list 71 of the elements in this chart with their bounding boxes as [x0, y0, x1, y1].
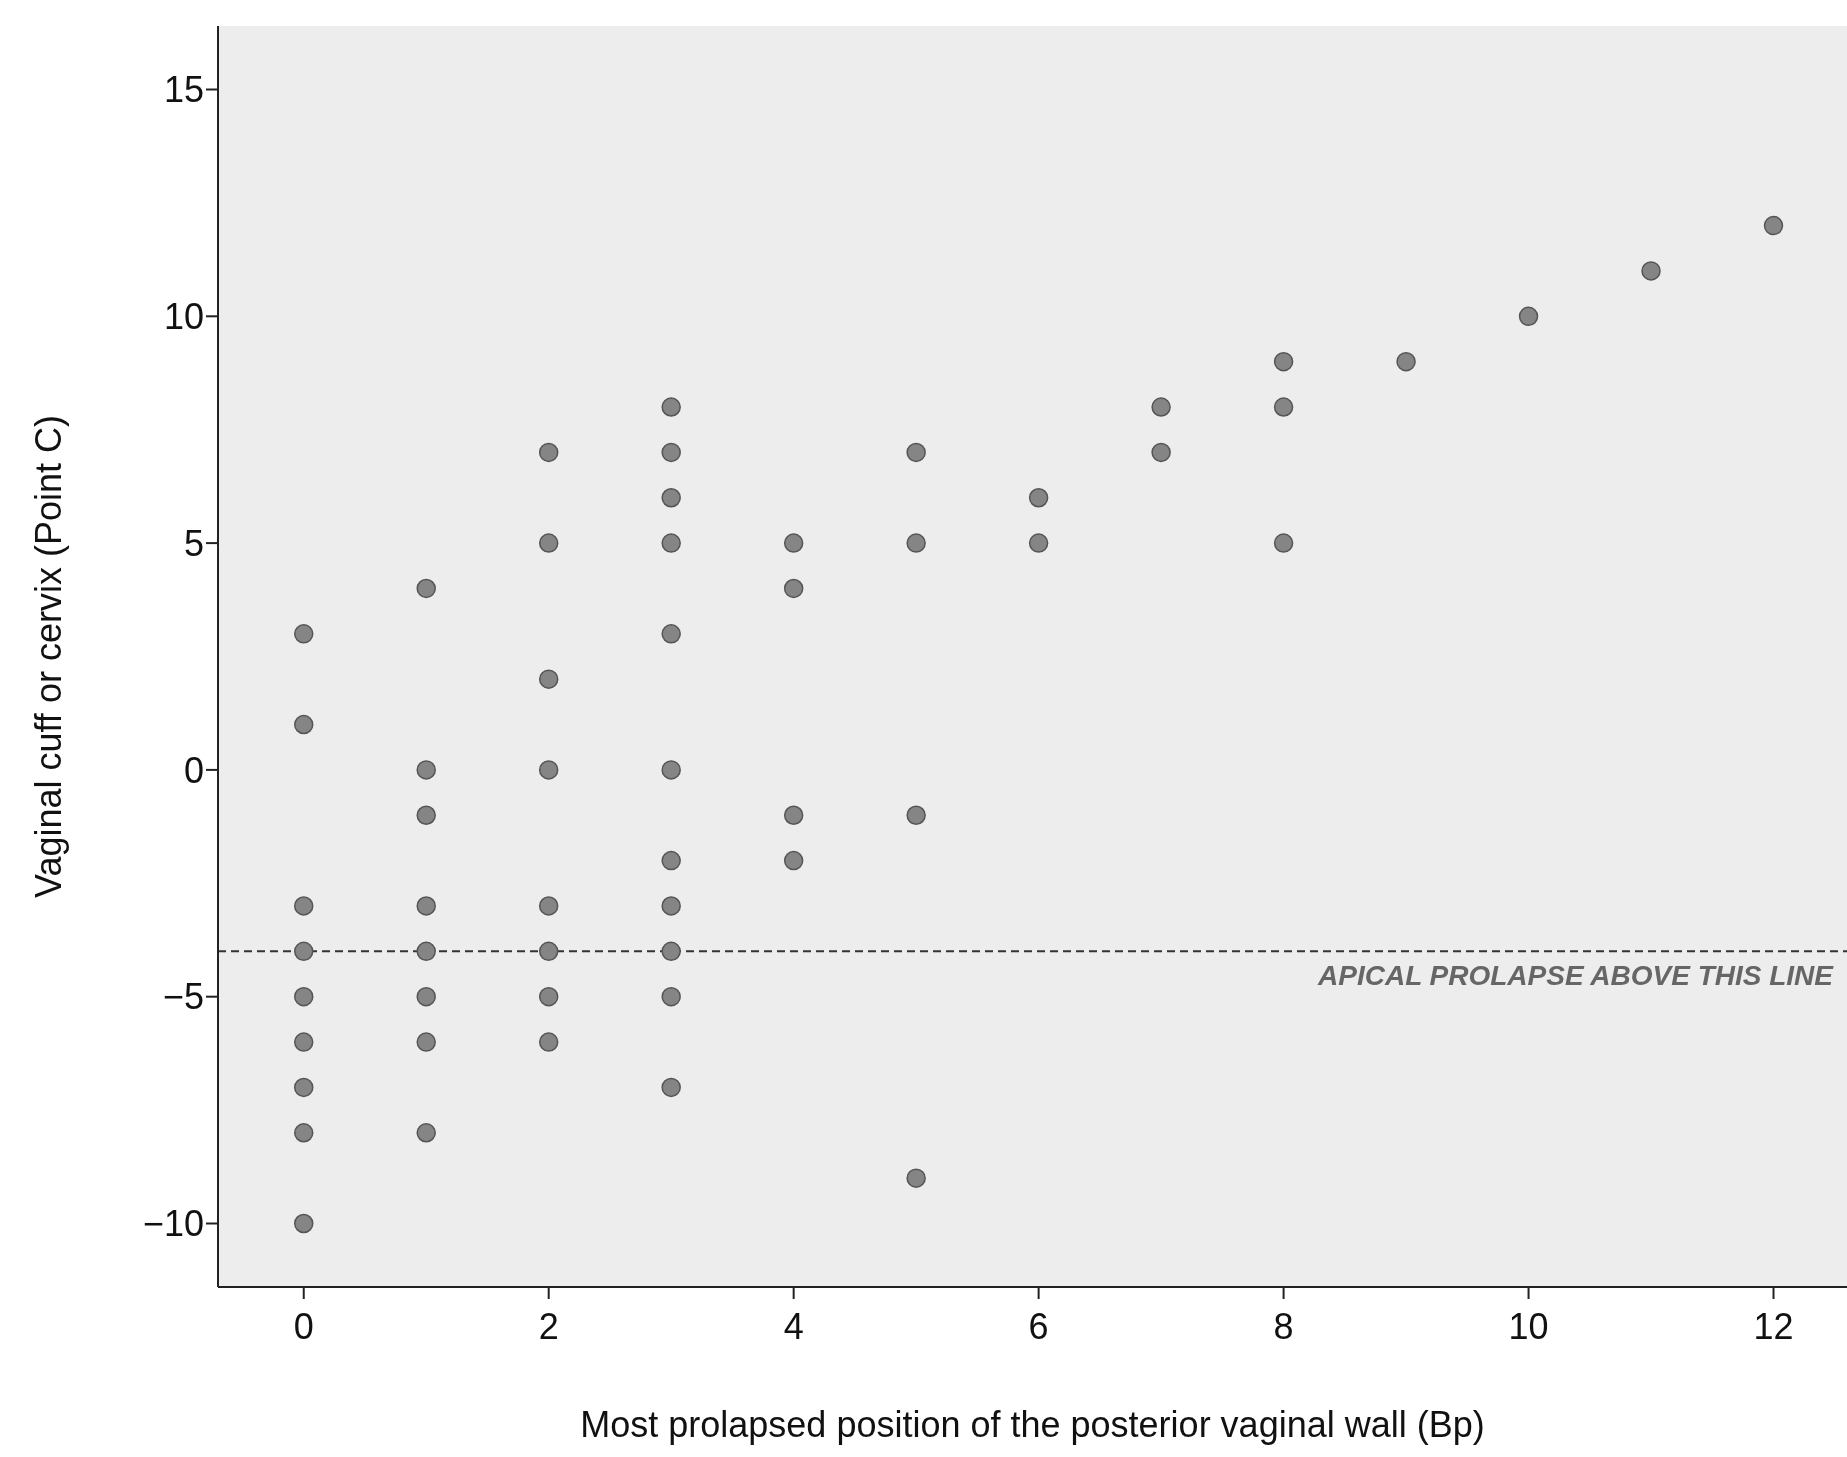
point — [538, 1032, 559, 1052]
point — [661, 941, 681, 962]
point — [416, 578, 436, 599]
point — [661, 397, 681, 417]
point — [293, 1123, 314, 1143]
point — [416, 941, 436, 962]
point — [293, 941, 314, 962]
point — [293, 624, 314, 644]
y-tick-label: −5 — [162, 976, 204, 1018]
point — [538, 986, 559, 1007]
point — [1641, 261, 1661, 281]
point — [416, 760, 436, 780]
point — [293, 986, 314, 1007]
point — [293, 1077, 314, 1098]
point — [906, 442, 926, 463]
point — [1763, 215, 1784, 236]
point — [661, 760, 681, 780]
point — [661, 986, 681, 1007]
point — [416, 1032, 436, 1052]
x-tick-label: 8 — [1273, 1305, 1294, 1347]
point — [1028, 487, 1049, 508]
y-tick-label: −10 — [142, 1203, 204, 1245]
point — [293, 1213, 314, 1234]
x-tick-label: 0 — [293, 1305, 314, 1347]
point — [906, 805, 926, 826]
point — [293, 714, 314, 735]
point — [661, 533, 681, 553]
y-tick-label: 15 — [163, 69, 204, 111]
point — [1273, 533, 1294, 553]
point — [1273, 351, 1294, 372]
point — [538, 896, 559, 916]
x-axis-title: Most prolapsed position of the posterior vaginal wall (Bp) — [580, 1404, 1485, 1445]
point — [661, 896, 681, 916]
x-tick-label: 12 — [1753, 1305, 1794, 1347]
point — [661, 487, 681, 508]
point — [538, 442, 559, 463]
point — [783, 850, 804, 871]
point — [661, 850, 681, 871]
point — [1396, 351, 1416, 372]
ref-line-label: APICAL PROLAPSE ABOVE THIS LINE — [1317, 960, 1835, 992]
y-tick-label: 0 — [183, 749, 204, 791]
point — [906, 1168, 926, 1188]
point — [661, 442, 681, 463]
point — [293, 896, 314, 916]
point — [416, 986, 436, 1007]
point — [538, 669, 559, 689]
point — [416, 896, 436, 916]
point — [661, 624, 681, 644]
point — [783, 578, 804, 599]
point — [1273, 397, 1294, 417]
point — [1028, 533, 1049, 553]
point — [1151, 442, 1171, 463]
point — [293, 1032, 314, 1052]
point — [661, 1077, 681, 1098]
point — [783, 805, 804, 826]
point — [416, 805, 436, 826]
y-tick-label: 10 — [163, 296, 204, 338]
y-tick-label: 5 — [183, 522, 204, 564]
point — [1151, 397, 1171, 417]
point — [416, 1123, 436, 1143]
y-axis-title: Vaginal cuff or cervix (Point C) — [27, 415, 69, 898]
x-tick-label: 2 — [538, 1305, 559, 1347]
point — [783, 533, 804, 553]
point — [538, 941, 559, 962]
x-tick-label: 6 — [1028, 1305, 1049, 1347]
point — [1518, 306, 1539, 327]
point — [538, 533, 559, 553]
point — [538, 760, 559, 780]
point — [906, 533, 926, 553]
x-tick-label: 4 — [783, 1305, 804, 1347]
x-tick-label: 10 — [1508, 1305, 1549, 1347]
